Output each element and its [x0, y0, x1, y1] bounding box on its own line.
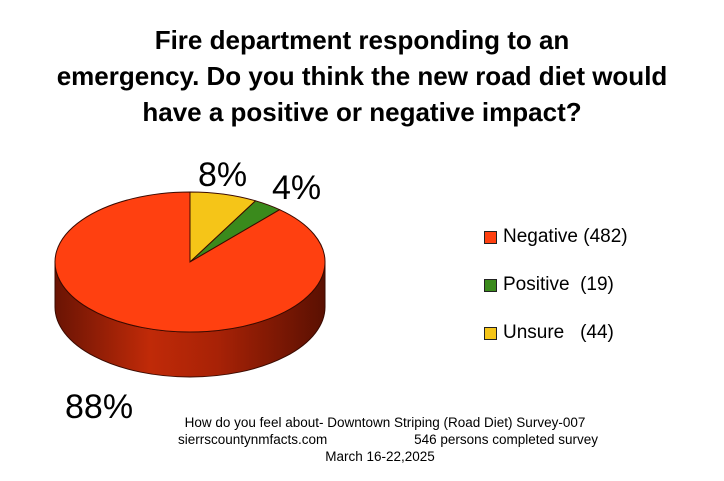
legend-swatch-negative — [484, 230, 497, 244]
legend-swatch-unsure — [484, 326, 497, 340]
legend-label-unsure: Unsure (44) — [503, 322, 614, 343]
legend-item-positive: Positive (19) — [484, 274, 628, 296]
pct-label-unsure: 8% — [198, 156, 247, 194]
pct-label-negative: 88% — [65, 388, 133, 426]
survey-website: sierrscountynmfacts.com — [178, 432, 328, 447]
survey-source-row: sierrscountynmfacts.com 546 persons comp… — [170, 431, 600, 448]
legend-item-negative: Negative (482) — [484, 226, 628, 248]
pie-slice-negative — [54, 191, 326, 333]
legend-item-unsure: Unsure (44) — [484, 322, 628, 344]
legend-label-negative: Negative (482) — [503, 226, 628, 247]
chart-title-line-2: emergency. Do you think the new road die… — [56, 61, 668, 91]
survey-dates: March 16-22,2025 — [325, 449, 435, 464]
chart-title: Fire department responding to an emergen… — [0, 22, 724, 130]
legend: Negative (482) Positive (19) Unsure (44) — [484, 226, 628, 370]
survey-footer: How do you feel about- Downtown Striping… — [170, 414, 600, 465]
legend-label-positive: Positive (19) — [503, 274, 614, 295]
legend-swatch-positive — [484, 278, 497, 292]
chart-title-line-1: Fire department responding to an — [154, 25, 570, 55]
chart-title-line-3: have a positive or negative impact? — [142, 97, 582, 127]
survey-respondents: 546 persons completed survey — [414, 432, 598, 447]
pct-label-positive: 4% — [272, 169, 321, 207]
survey-description: How do you feel about- Downtown Striping… — [184, 415, 586, 430]
